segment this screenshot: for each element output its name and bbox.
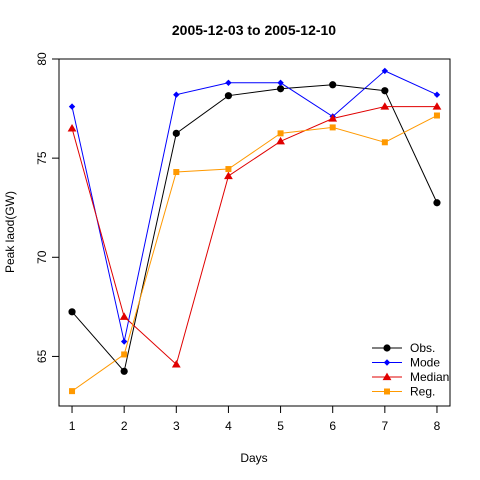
series-obs	[68, 81, 441, 375]
data-point-reg	[329, 124, 336, 131]
data-point-reg	[225, 166, 232, 173]
y-tick-label: 65	[35, 349, 49, 363]
x-tick-label: 4	[225, 419, 232, 433]
legend-marker	[383, 344, 391, 352]
data-point-obs	[433, 199, 441, 207]
data-point-reg	[381, 139, 388, 146]
data-point-reg	[433, 112, 440, 119]
plot-frame	[58, 58, 451, 407]
legend-marker	[383, 359, 391, 366]
x-tick-label: 6	[329, 419, 336, 433]
data-point-obs	[172, 129, 180, 137]
chart-title: 2005-12-03 to 2005-12-10	[172, 22, 336, 38]
x-tick-label: 7	[381, 419, 388, 433]
x-axis: 1 2 3 4 5 6 7 8	[69, 405, 441, 433]
x-tick-label: 2	[121, 419, 128, 433]
legend-item-mode: Mode	[372, 356, 440, 370]
data-point-mode	[433, 91, 441, 98]
legend-marker	[384, 388, 390, 395]
data-point-median	[380, 102, 390, 110]
x-tick-label: 8	[434, 419, 441, 433]
legend-item-median: Median	[372, 370, 449, 384]
data-point-mode	[225, 79, 232, 86]
series-line-mode	[71, 70, 438, 342]
x-tick-label: 3	[173, 419, 180, 433]
series-layer	[67, 67, 442, 395]
data-point-median	[432, 102, 442, 110]
data-point-reg	[277, 130, 284, 137]
x-tick-label: 5	[277, 419, 284, 433]
data-point-median	[67, 124, 77, 132]
legend-item-obs: Obs.	[372, 341, 435, 355]
data-point-mode	[173, 91, 180, 98]
data-point-mode	[120, 338, 128, 345]
data-point-median	[328, 114, 338, 122]
legend-label: Mode	[410, 356, 440, 370]
legend-marker	[382, 372, 392, 381]
legend-label: Reg.	[410, 385, 435, 399]
data-point-mode	[381, 67, 389, 75]
data-point-reg	[69, 388, 76, 395]
legend-item-reg: Reg.	[372, 385, 435, 399]
series-line-reg	[71, 115, 438, 392]
data-point-obs	[276, 85, 285, 93]
data-point-obs	[224, 92, 233, 100]
data-point-reg	[121, 351, 128, 358]
y-axis: 65 70 75 80	[35, 52, 60, 363]
series-mode	[68, 67, 441, 345]
data-point-reg	[173, 169, 180, 176]
data-point-median	[224, 171, 233, 180]
y-tick-label: 70	[35, 250, 49, 264]
x-tick-label: 1	[69, 419, 76, 433]
data-point-median	[119, 312, 129, 320]
data-point-median	[171, 359, 181, 368]
data-point-median	[276, 136, 285, 145]
data-point-obs	[329, 81, 337, 89]
legend-label: Median	[410, 370, 449, 384]
data-point-obs	[381, 87, 389, 95]
data-point-obs	[120, 367, 128, 375]
series-reg	[69, 112, 440, 395]
legend-label: Obs.	[410, 341, 435, 355]
y-tick-label: 80	[35, 52, 49, 66]
y-axis-label: Peak laod(GW)	[3, 191, 17, 273]
x-axis-label: Days	[240, 451, 267, 465]
data-point-mode	[68, 103, 76, 110]
data-point-mode	[277, 79, 284, 86]
data-point-obs	[68, 308, 76, 316]
series-line-obs	[71, 84, 438, 373]
y-tick-label: 75	[35, 151, 49, 165]
